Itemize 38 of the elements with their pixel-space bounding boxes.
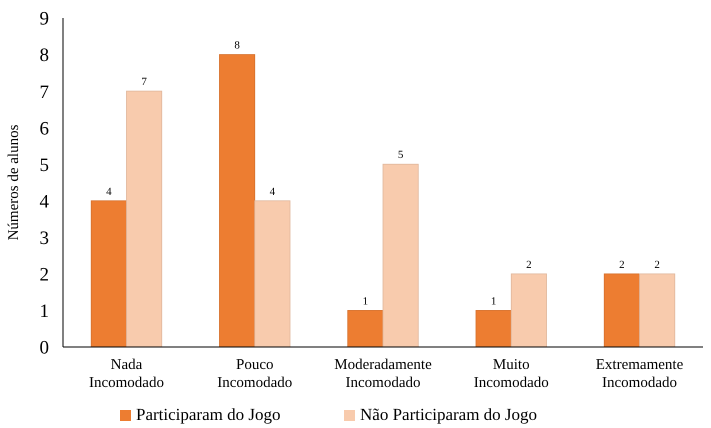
bar [347,310,384,348]
y-tick-label: 2 [40,264,49,286]
y-axis-title: Números de alunos [6,124,22,240]
x-tick-label: Pouco Incomodado [217,357,292,391]
y-tick-label: 3 [40,228,49,249]
x-tick-label: Nada Incomodado [88,357,164,391]
y-tick-label: 0 [40,338,49,359]
bar [639,273,676,348]
bar [219,54,256,348]
data-label: 4 [106,186,112,198]
x-tick-label: Extremamente Incomodado [596,357,684,391]
x-tick-label: Muito Incomodado [474,357,549,391]
legend-label: Participaram do Jogo [136,405,280,424]
bar [476,310,512,348]
y-tick-label: 5 [40,154,49,176]
y-tick-label: 8 [40,45,49,66]
data-label: 8 [234,40,240,52]
bar [126,90,162,348]
data-label: 1 [490,295,496,308]
data-label: 7 [141,76,148,88]
data-label: 2 [619,258,625,271]
y-tick-label: 4 [40,191,50,212]
bar [90,200,127,348]
bar [382,164,419,348]
data-label: 2 [526,258,532,271]
x-tick-label: Moderadamente Incomodado [334,357,432,391]
data-label: 1 [362,295,368,308]
y-tick-label: 7 [40,82,49,103]
y-tick-label: 6 [40,118,49,140]
data-label: 2 [654,258,660,271]
data-label: 5 [398,149,404,162]
bar [254,200,290,348]
bar [510,273,547,348]
y-tick-label: 9 [40,8,49,30]
legend-label: Não Participaram do Jogo [360,405,538,424]
bar [604,273,640,348]
y-tick-label: 1 [40,301,49,322]
data-label: 4 [270,186,276,198]
